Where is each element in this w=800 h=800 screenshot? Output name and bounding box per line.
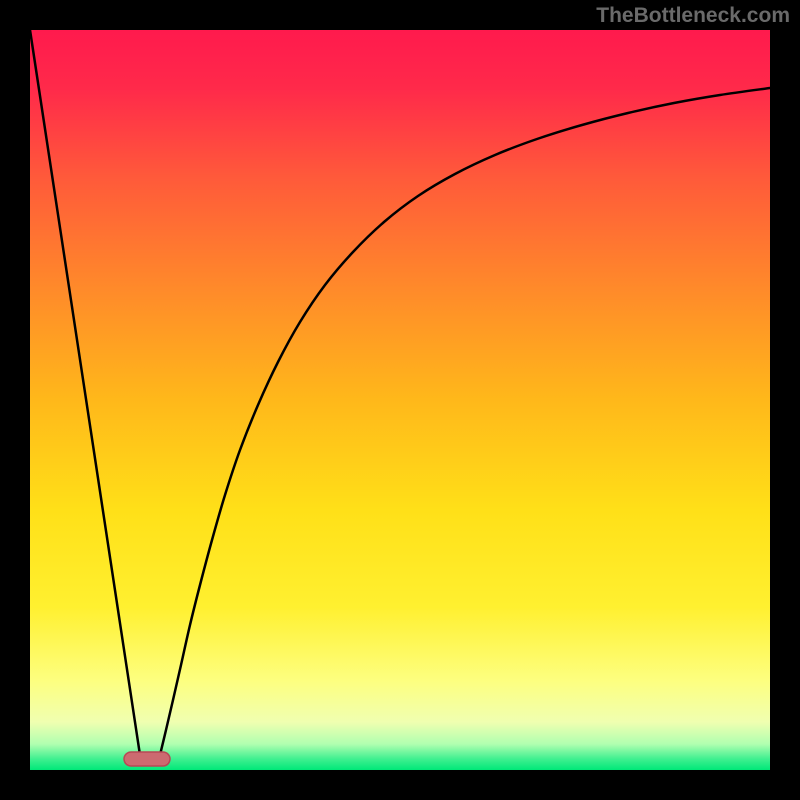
bottleneck-chart <box>0 0 800 800</box>
gradient-background <box>30 30 770 770</box>
optimal-marker <box>124 752 170 766</box>
watermark-text: TheBottleneck.com <box>596 4 790 28</box>
chart-container: { "watermark": { "text": "TheBottleneck.… <box>0 0 800 800</box>
